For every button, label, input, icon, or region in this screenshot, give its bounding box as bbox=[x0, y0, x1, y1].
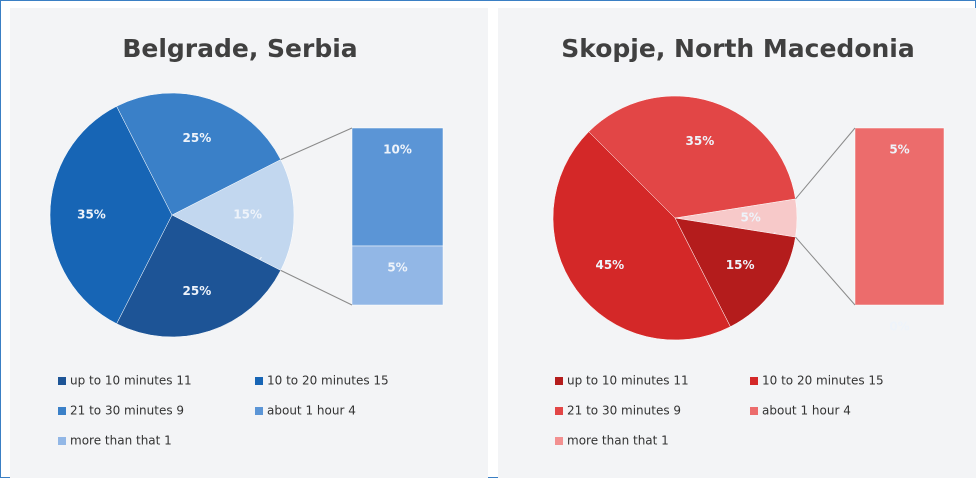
legend-swatch bbox=[58, 407, 66, 415]
data-label: 25% bbox=[183, 284, 212, 298]
bar-segment bbox=[351, 245, 444, 306]
legend-label: 10 to 20 minutes 15 bbox=[762, 374, 884, 388]
pie-slice bbox=[552, 131, 731, 341]
pie-slice bbox=[171, 159, 295, 271]
data-label: 5% bbox=[387, 261, 407, 275]
legend-label: 21 to 30 minutes 9 bbox=[70, 404, 184, 418]
legend-swatch bbox=[555, 437, 563, 445]
pie-slice bbox=[588, 95, 796, 219]
legend-swatch bbox=[555, 377, 563, 385]
bar-segment bbox=[854, 127, 945, 306]
pie-slice bbox=[49, 105, 173, 325]
pie-slice bbox=[116, 92, 282, 216]
chart-title: Skopje, North Macedonia bbox=[561, 34, 914, 63]
legend-label: more than that 1 bbox=[70, 434, 172, 448]
bar-segment bbox=[351, 127, 444, 247]
data-label: 25% bbox=[183, 131, 212, 145]
legend-label: up to 10 minutes 11 bbox=[70, 374, 192, 388]
data-label: 15% bbox=[726, 258, 755, 272]
data-label: 5% bbox=[740, 211, 760, 225]
pie-slice bbox=[116, 214, 282, 338]
legend-label: 10 to 20 minutes 15 bbox=[267, 374, 389, 388]
legend-label: 21 to 30 minutes 9 bbox=[567, 404, 681, 418]
data-label: 45% bbox=[595, 258, 624, 272]
connector bbox=[795, 127, 856, 200]
pie-slice bbox=[674, 217, 796, 328]
legend-swatch bbox=[58, 437, 66, 445]
legend-label: more than that 1 bbox=[567, 434, 669, 448]
legend-label: about 1 hour 4 bbox=[762, 404, 851, 418]
data-label: 15% bbox=[233, 208, 262, 222]
legend-swatch bbox=[750, 377, 758, 385]
legend-label: up to 10 minutes 11 bbox=[567, 374, 689, 388]
legend-swatch bbox=[750, 407, 758, 415]
legend-swatch bbox=[255, 377, 263, 385]
connector bbox=[280, 269, 353, 306]
data-label: 35% bbox=[77, 208, 106, 222]
connector bbox=[280, 127, 353, 161]
data-label: 0% bbox=[889, 320, 909, 334]
legend-swatch bbox=[255, 407, 263, 415]
legend-swatch bbox=[555, 407, 563, 415]
data-label: 10% bbox=[383, 143, 412, 157]
chart-title: Belgrade, Serbia bbox=[122, 34, 357, 63]
legend-swatch bbox=[58, 377, 66, 385]
data-label: 5% bbox=[889, 143, 909, 157]
connector bbox=[795, 236, 856, 306]
data-label: 35% bbox=[686, 134, 715, 148]
legend-label: about 1 hour 4 bbox=[267, 404, 356, 418]
